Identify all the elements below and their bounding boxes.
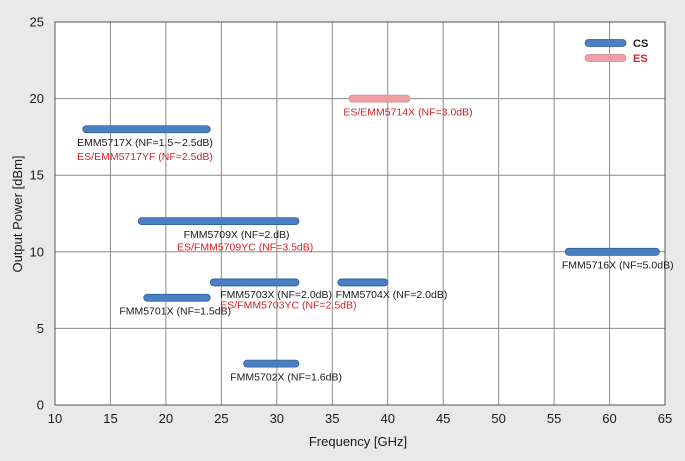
x-tick-label: 50 [491,411,505,426]
y-tick-label: 5 [37,321,44,336]
y-tick-label: 20 [30,91,44,106]
bar-annotation: ES/EMM5717YF (NF=2.5dB) [77,151,213,163]
range-bar-cs [243,359,300,368]
x-tick-label: 15 [103,411,117,426]
range-bar-cs [137,217,300,226]
range-bar-es [348,94,411,103]
y-tick-label: 25 [30,15,44,30]
range-bar-cs [143,293,211,302]
bar-annotation: ES/EMM5714X (NF=3.0dB) [343,106,472,118]
bar-annotation: FMM5701X (NF=1.5dB) [119,306,231,318]
y-tick-label: 10 [30,244,44,259]
range-bar-cs [209,278,300,287]
bar-annotation: FMM5702X (NF=1.6dB) [230,371,342,383]
range-bar-cs [82,125,211,134]
bar-annotation: FMM5704X (NF=2.0dB) [336,289,448,301]
x-tick-label: 65 [658,411,672,426]
bar-annotation: FMM5709X (NF=2.dB) [184,229,290,241]
x-tick-label: 10 [48,411,62,426]
plot-frame [54,21,666,406]
legend-label-es: ES [633,53,648,65]
x-tick-label: 60 [602,411,616,426]
x-tick-label: 25 [214,411,228,426]
x-tick-label: 35 [325,411,339,426]
y-tick-label: 0 [37,398,44,413]
range-bar-cs [564,247,660,256]
bar-annotation: ES/FMM5703YC (NF=2.5dB) [220,299,356,311]
range-bar-cs [337,278,389,287]
x-tick-label: 20 [159,411,173,426]
y-axis-title: Output Power [dBm] [10,155,25,272]
legend-swatch-es [584,54,627,62]
bar-annotation: EMM5717X (NF=1.5∼2.5dB) [77,137,213,149]
bar-annotation: FMM5703X (NF=2.0dB) [220,289,332,301]
legend-swatch-cs [584,39,627,47]
bar-annotation: FMM5716X (NF=5.0dB) [562,260,674,272]
x-tick-label: 55 [547,411,561,426]
x-tick-label: 40 [380,411,394,426]
legend-label-cs: CS [633,38,648,50]
x-axis-title: Frequency [GHz] [309,434,407,449]
x-tick-label: 45 [436,411,450,426]
plot-area [55,22,665,405]
bar-annotation: ES/FMM5709YC (NF=3.5dB) [177,241,313,253]
y-tick-label: 15 [30,168,44,183]
x-tick-label: 30 [270,411,284,426]
